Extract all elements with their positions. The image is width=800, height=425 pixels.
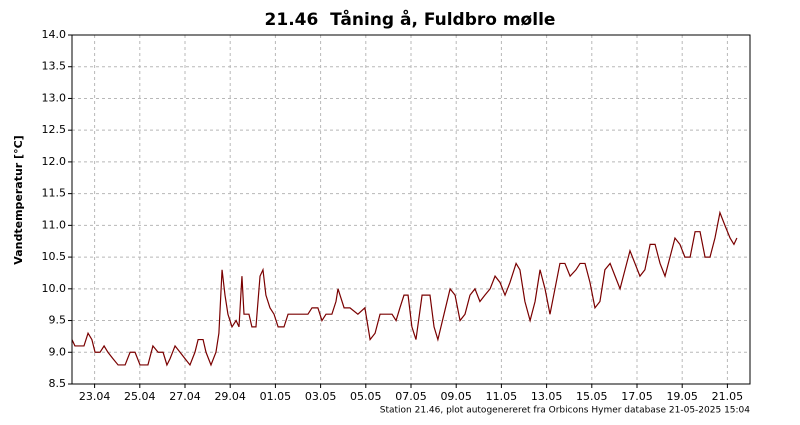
x-tick-label: 09.05 — [440, 390, 472, 403]
chart-title: 21.46 Tåning å, Fuldbro mølle — [265, 8, 556, 30]
grid — [72, 34, 750, 385]
x-tick-label: 13.05 — [531, 390, 563, 403]
data-line — [71, 210, 738, 367]
x-tick-label: 27.04 — [169, 390, 201, 403]
x-tick-label: 01.05 — [260, 390, 292, 403]
y-axis-label: Vandtemperatur [°C] — [12, 135, 25, 264]
x-tick-label: 03.05 — [305, 390, 337, 403]
x-tick-label: 21.05 — [712, 390, 744, 403]
y-tick-label: 13.0 — [42, 91, 67, 104]
x-tick-label: 17.05 — [621, 390, 653, 403]
y-tick-label: 11.5 — [42, 187, 67, 200]
source-note: Station 21.46, plot autogenereret fra Or… — [380, 406, 751, 416]
ticks: 8.5 9.0 9.5 10.0 10.5 11.0 11.5 12.0 12.5 13.0 13.… — [42, 28, 744, 403]
x-tick-label: 15.05 — [576, 390, 608, 403]
y-tick-label: 13.5 — [42, 60, 67, 73]
x-tick-label: 07.05 — [395, 390, 427, 403]
y-tick-label: 10.0 — [42, 282, 67, 295]
y-tick-label: 8.5 — [49, 377, 67, 390]
x-tick-label: 25.04 — [124, 390, 156, 403]
x-tick-label: 11.05 — [486, 390, 518, 403]
y-tick-label: 12.5 — [42, 123, 67, 136]
x-tick-label: 05.05 — [350, 390, 382, 403]
x-tick-label: 23.04 — [79, 390, 111, 403]
y-tick-label: 9.0 — [49, 345, 67, 358]
y-tick-label: 14.0 — [42, 28, 67, 41]
plot — [71, 210, 738, 367]
y-tick-label: 12.0 — [42, 155, 67, 168]
y-tick-label: 10.5 — [42, 250, 67, 263]
x-tick-label: 19.05 — [666, 390, 698, 403]
y-tick-label: 9.5 — [49, 314, 67, 327]
y-tick-label: 11.0 — [42, 218, 67, 231]
x-tick-label: 29.04 — [214, 390, 246, 403]
